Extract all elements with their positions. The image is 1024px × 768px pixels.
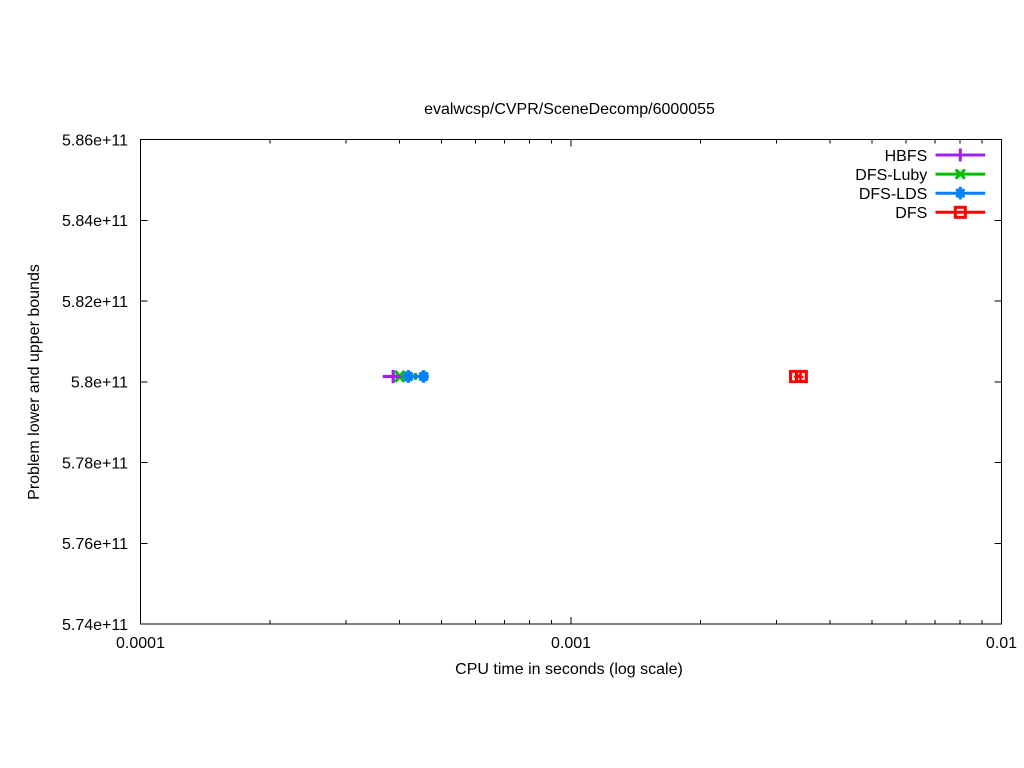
svg-text:5.78e+11: 5.78e+11 xyxy=(62,455,128,472)
svg-text:5.74e+11: 5.74e+11 xyxy=(62,617,128,634)
svg-text:DFS-Luby: DFS-Luby xyxy=(855,167,927,184)
svg-text:evalwcsp/CVPR/SceneDecomp/6000: evalwcsp/CVPR/SceneDecomp/6000055 xyxy=(424,101,715,118)
svg-text:CPU time in seconds (log scale: CPU time in seconds (log scale) xyxy=(455,661,683,678)
svg-text:DFS-LDS: DFS-LDS xyxy=(859,186,927,203)
svg-text:HBFS: HBFS xyxy=(885,148,928,165)
svg-text:5.76e+11: 5.76e+11 xyxy=(62,536,128,553)
svg-text:DFS: DFS xyxy=(895,205,927,222)
svg-text:5.86e+11: 5.86e+11 xyxy=(62,132,128,149)
svg-text:5.8e+11: 5.8e+11 xyxy=(71,375,128,392)
svg-text:Problem lower and upper bounds: Problem lower and upper bounds xyxy=(26,264,43,500)
svg-text:5.84e+11: 5.84e+11 xyxy=(62,213,128,230)
svg-text:5.82e+11: 5.82e+11 xyxy=(62,294,128,311)
svg-text:0.001: 0.001 xyxy=(551,635,591,652)
svg-text:0.01: 0.01 xyxy=(986,635,1017,652)
svg-text:0.0001: 0.0001 xyxy=(116,635,165,652)
